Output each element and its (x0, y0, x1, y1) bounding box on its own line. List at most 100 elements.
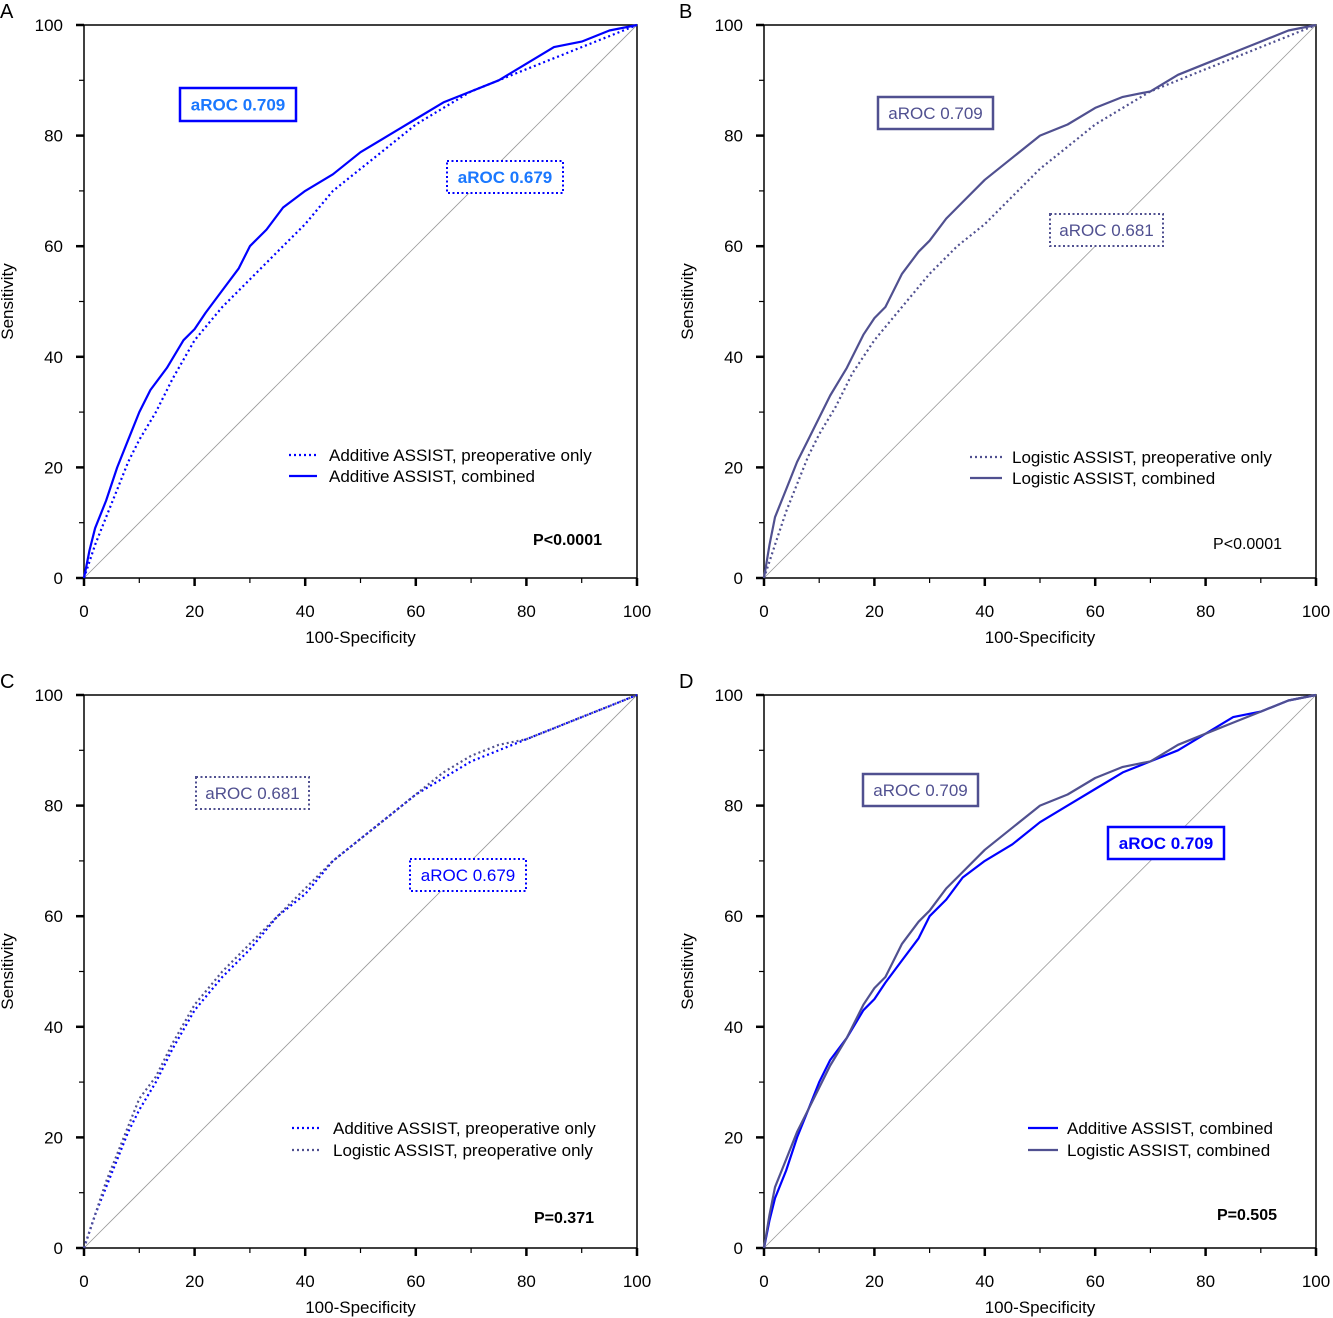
auc-annotation-box (446, 160, 564, 194)
x-tick-label: 0 (759, 602, 768, 621)
x-tick-label: 100 (623, 602, 651, 621)
x-axis-label: 100-Specificity (305, 1298, 416, 1317)
panel-letter: A (0, 1, 14, 23)
legend-label: Logistic ASSIST, preoperative only (1012, 448, 1272, 467)
legend-label: Additive ASSIST, preoperative only (333, 1119, 596, 1138)
y-axis-label: Sensitivity (678, 263, 697, 340)
auc-annotation-text: aROC 0.709 (1119, 834, 1214, 853)
y-tick-label: 80 (724, 127, 743, 146)
y-tick-label: 40 (724, 1018, 743, 1037)
auc-annotation-text: aROC 0.679 (421, 866, 516, 885)
x-tick-label: 40 (296, 602, 315, 621)
x-tick-label: 0 (79, 602, 88, 621)
y-tick-label: 60 (44, 237, 63, 256)
x-tick-label: 80 (517, 1272, 536, 1291)
y-tick-label: 0 (734, 569, 743, 588)
auc-annotation-box (1049, 213, 1164, 247)
reference-diagonal (83, 24, 638, 579)
x-tick-label: 20 (865, 1272, 884, 1291)
y-tick-label: 40 (44, 348, 63, 367)
y-axis-label: Sensitivity (0, 933, 17, 1010)
x-tick-label: 60 (406, 602, 425, 621)
x-tick-label: 60 (1086, 602, 1105, 621)
series-line-dotted (82, 693, 638, 1249)
x-axis-label: 100-Specificity (305, 628, 416, 647)
x-tick-label: 20 (865, 602, 884, 621)
reference-diagonal (83, 694, 638, 1249)
legend-label: Logistic ASSIST, combined (1067, 1141, 1270, 1160)
panel-letter: B (679, 1, 692, 23)
x-tick-label: 20 (185, 602, 204, 621)
auc-annotation-text: aROC 0.709 (873, 781, 968, 800)
legend-label: Additive ASSIST, combined (329, 467, 535, 486)
x-tick-label: 100 (623, 1272, 651, 1291)
x-tick-label: 80 (517, 602, 536, 621)
x-tick-label: 40 (296, 1272, 315, 1291)
y-tick-label: 80 (44, 127, 63, 146)
x-tick-label: 40 (975, 1272, 994, 1291)
y-tick-label: 60 (724, 907, 743, 926)
x-tick-label: 100 (1302, 602, 1330, 621)
auc-annotation-box (178, 86, 298, 123)
y-tick-label: 20 (44, 1128, 63, 1147)
p-value: P<0.0001 (533, 532, 602, 549)
auc-annotation-text: aROC 0.681 (205, 784, 300, 803)
y-tick-label: 100 (715, 16, 743, 35)
y-tick-label: 0 (734, 1239, 743, 1258)
legend-label: Logistic ASSIST, preoperative only (333, 1141, 593, 1160)
p-value: P=0.371 (534, 1210, 594, 1227)
panel-C: C 0 20 40 60 80 100 0 20 40 60 80 100 100-Specificity… (0, 671, 651, 1317)
y-tick-label: 40 (724, 348, 743, 367)
y-axis-label: Sensitivity (0, 263, 17, 340)
series-line-dotted (762, 23, 1317, 579)
y-tick-label: 20 (724, 1128, 743, 1147)
y-tick-label: 40 (44, 1018, 63, 1037)
x-tick-label: 60 (406, 1272, 425, 1291)
panel-B: B 0 20 40 60 80 100 0 20 40 60 80 100 100-Specificity… (678, 1, 1330, 647)
panel-letter: C (0, 671, 14, 693)
reference-diagonal (763, 694, 1317, 1249)
p-value: P=0.505 (1217, 1207, 1277, 1224)
y-axis-label: Sensitivity (678, 933, 697, 1010)
y-tick-label: 100 (35, 686, 63, 705)
y-tick-label: 100 (35, 16, 63, 35)
x-tick-label: 60 (1086, 1272, 1105, 1291)
y-tick-label: 20 (44, 458, 63, 477)
y-tick-label: 60 (724, 237, 743, 256)
reference-diagonal (763, 24, 1317, 579)
x-tick-label: 100 (1302, 1272, 1330, 1291)
y-tick-label: 80 (44, 797, 63, 816)
auc-annotation-box (861, 772, 980, 808)
y-tick-label: 20 (724, 458, 743, 477)
panel-letter: D (679, 671, 693, 693)
y-tick-label: 60 (44, 907, 63, 926)
x-tick-label: 20 (185, 1272, 204, 1291)
x-axis-label: 100-Specificity (985, 628, 1096, 647)
auc-annotation-text: aROC 0.709 (888, 104, 983, 123)
legend-label: Additive ASSIST, preoperative only (329, 446, 592, 465)
legend-label: Logistic ASSIST, combined (1012, 469, 1215, 488)
auc-annotation-box (1106, 825, 1226, 861)
auc-annotation-box (876, 95, 995, 131)
auc-annotation-box (409, 858, 527, 892)
series-line-dotted (82, 23, 638, 579)
y-tick-label: 100 (715, 686, 743, 705)
legend-label: Additive ASSIST, combined (1067, 1119, 1273, 1138)
x-tick-label: 0 (759, 1272, 768, 1291)
series-line-solid (82, 23, 638, 579)
p-value: P<0.0001 (1213, 536, 1282, 553)
series-line-solid (762, 693, 1317, 1249)
auc-annotation-text: aROC 0.681 (1059, 221, 1154, 240)
series-line-solid (762, 23, 1317, 579)
x-tick-label: 80 (1196, 602, 1215, 621)
y-tick-label: 80 (724, 797, 743, 816)
x-tick-label: 0 (79, 1272, 88, 1291)
panel-D: D 0 20 40 60 80 100 0 20 40 60 80 100 100-Specificity… (678, 671, 1330, 1317)
y-tick-label: 0 (54, 1239, 63, 1258)
y-tick-label: 0 (54, 569, 63, 588)
panel-A: A 0 20 40 60 80 100 0 20 40 60 80 100 100-Specificity… (0, 1, 651, 647)
x-axis-label: 100-Specificity (985, 1298, 1096, 1317)
x-tick-label: 40 (975, 602, 994, 621)
x-tick-label: 80 (1196, 1272, 1215, 1291)
